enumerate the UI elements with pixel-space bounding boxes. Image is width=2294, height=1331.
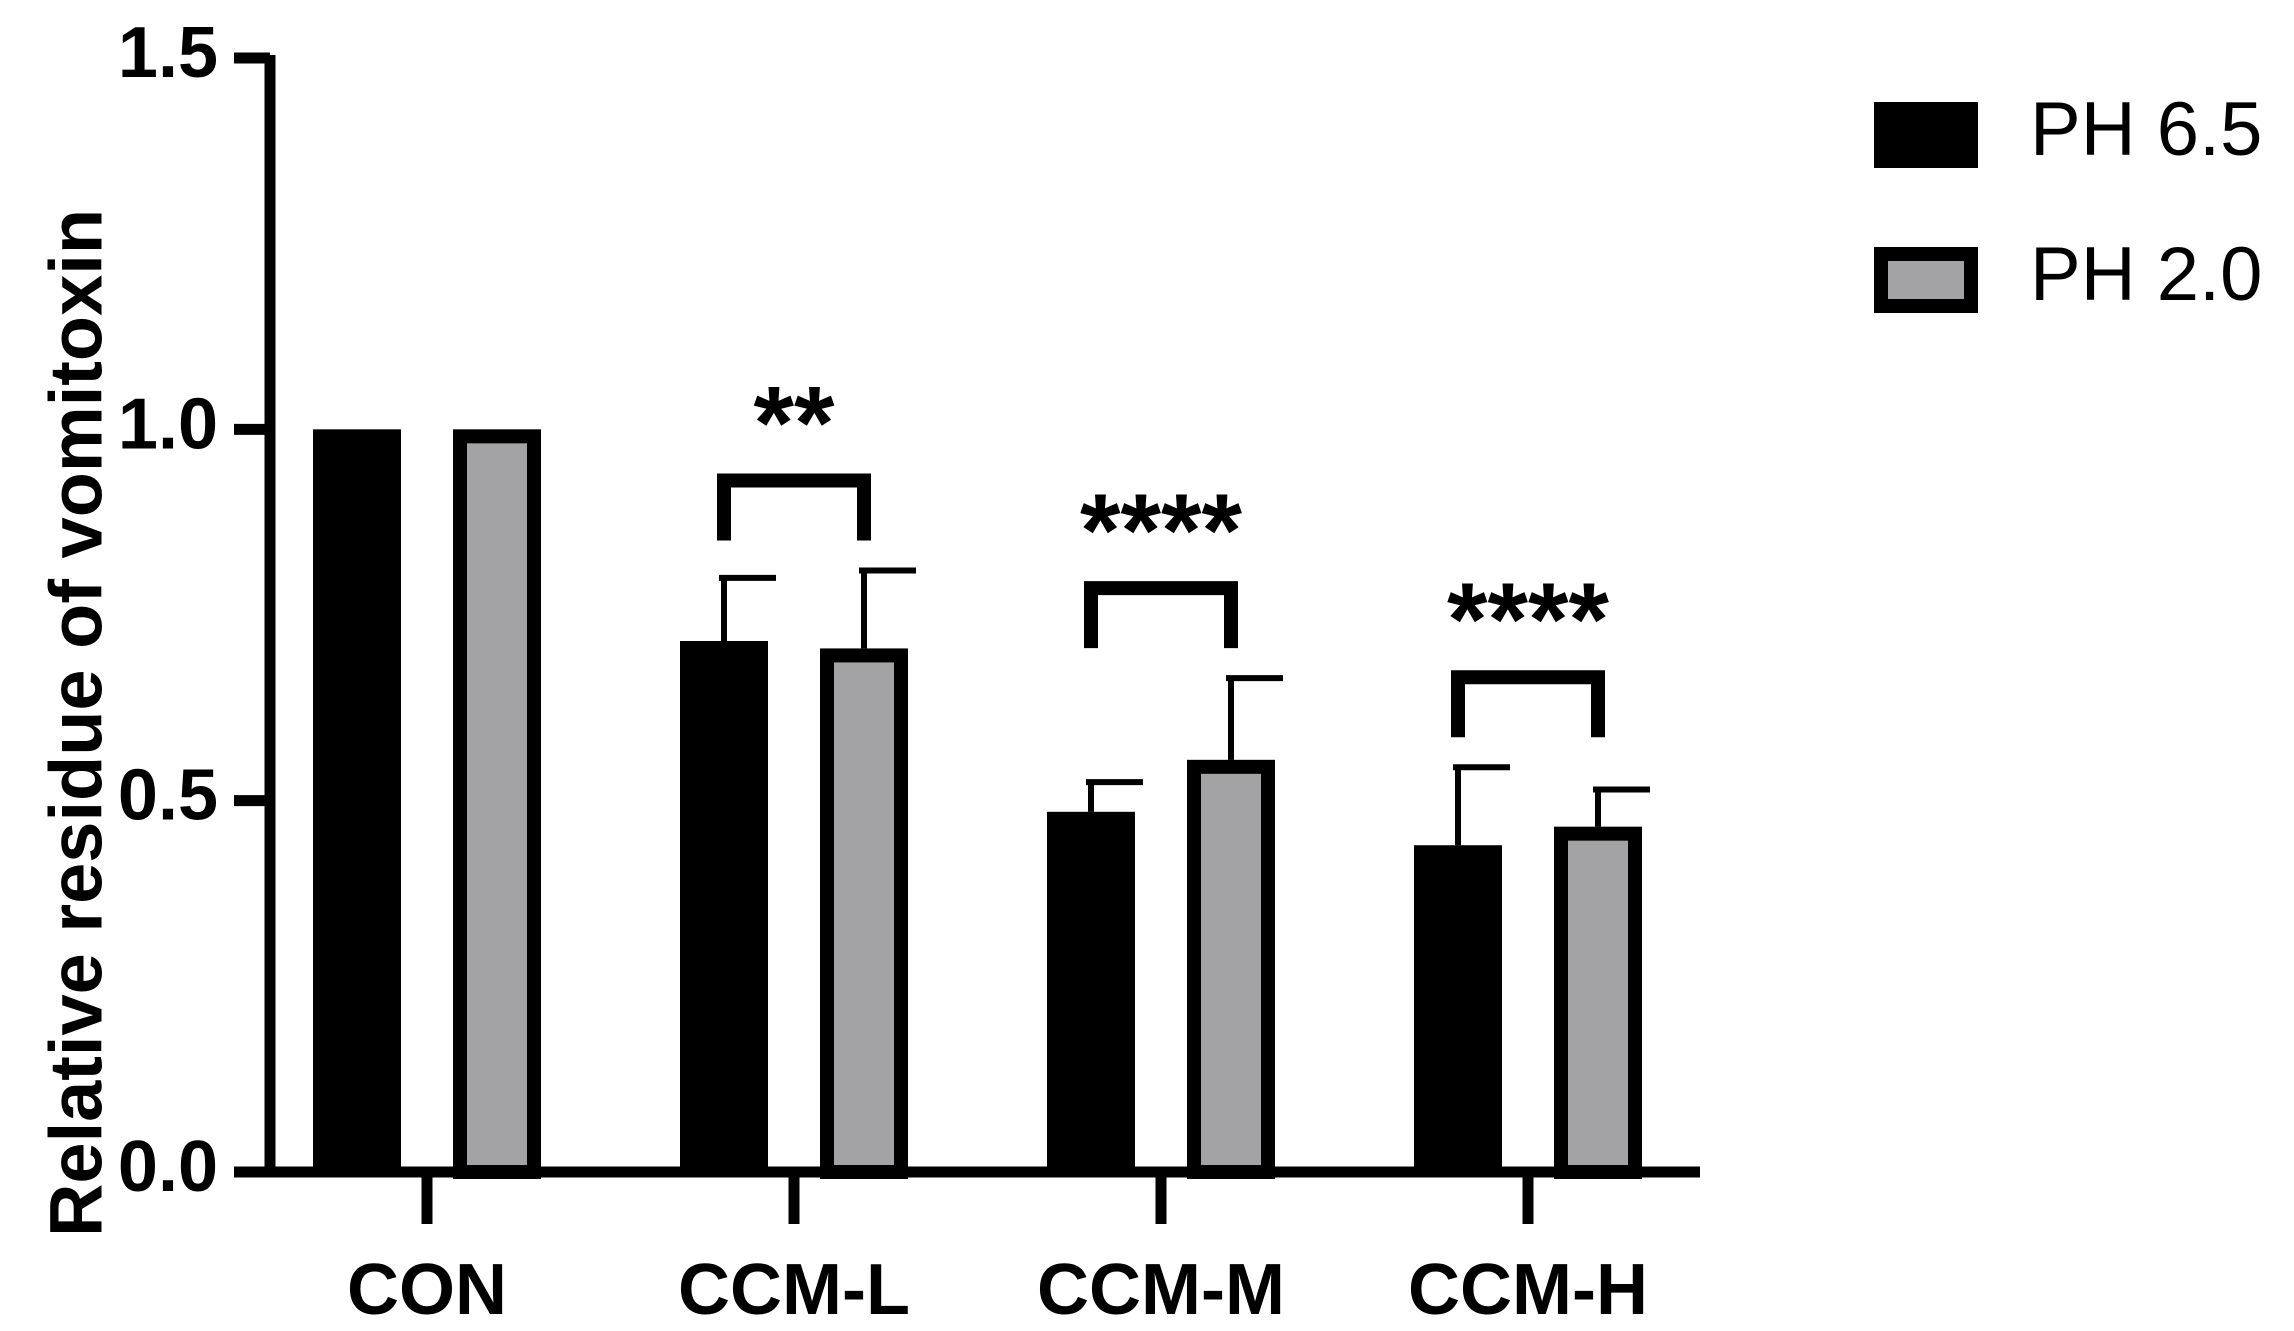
significance-bracket xyxy=(717,473,871,541)
significance-bracket xyxy=(1451,670,1605,738)
x-category-label: CCM-M xyxy=(1037,1250,1285,1330)
y-tick-label: 0.5 xyxy=(118,756,218,836)
x-category-label: CCM-L xyxy=(678,1250,910,1330)
legend-label: PH 6.5 xyxy=(2030,87,2262,172)
bars xyxy=(313,429,1650,1180)
x-category-label: CCM-H xyxy=(1408,1250,1648,1330)
significance-bracket xyxy=(1084,581,1238,649)
legend: PH 6.5 PH 2.0 xyxy=(1874,87,2262,317)
bar-ph-6-5-con xyxy=(313,429,401,1172)
legend-swatch xyxy=(1874,247,1978,313)
legend-swatch xyxy=(1874,102,1978,168)
bar-ph-6-5-ccm-h xyxy=(1414,845,1502,1172)
y-tick-label: 0.0 xyxy=(118,1127,218,1207)
bar-ph-2-0-ccm-l xyxy=(820,648,908,1179)
y-tick-label: 1.5 xyxy=(118,13,218,93)
significance-label: **** xyxy=(1080,473,1242,589)
significance-label: ** xyxy=(754,365,835,481)
y-axis-label: Relative residue of vomitoxin xyxy=(35,209,118,1237)
significance-label: **** xyxy=(1447,562,1609,678)
bar-ph-6-5-ccm-l xyxy=(680,640,768,1172)
y-tick-label: 1.0 xyxy=(118,384,218,464)
legend-label: PH 2.0 xyxy=(2030,232,2262,317)
x-category-label: CON xyxy=(347,1250,507,1330)
significance-annotations: ********** xyxy=(717,365,1609,738)
bar-ph-2-0-ccm-m xyxy=(1187,759,1275,1179)
bar-ph-6-5-ccm-m xyxy=(1047,811,1135,1172)
bar-ph-2-0-ccm-h xyxy=(1554,826,1642,1179)
bar-ph-2-0-con xyxy=(453,429,541,1180)
axes: 0.0 0.5 1.0 1.5 CON CCM-L CCM-M CCM-H xyxy=(118,13,1700,1330)
